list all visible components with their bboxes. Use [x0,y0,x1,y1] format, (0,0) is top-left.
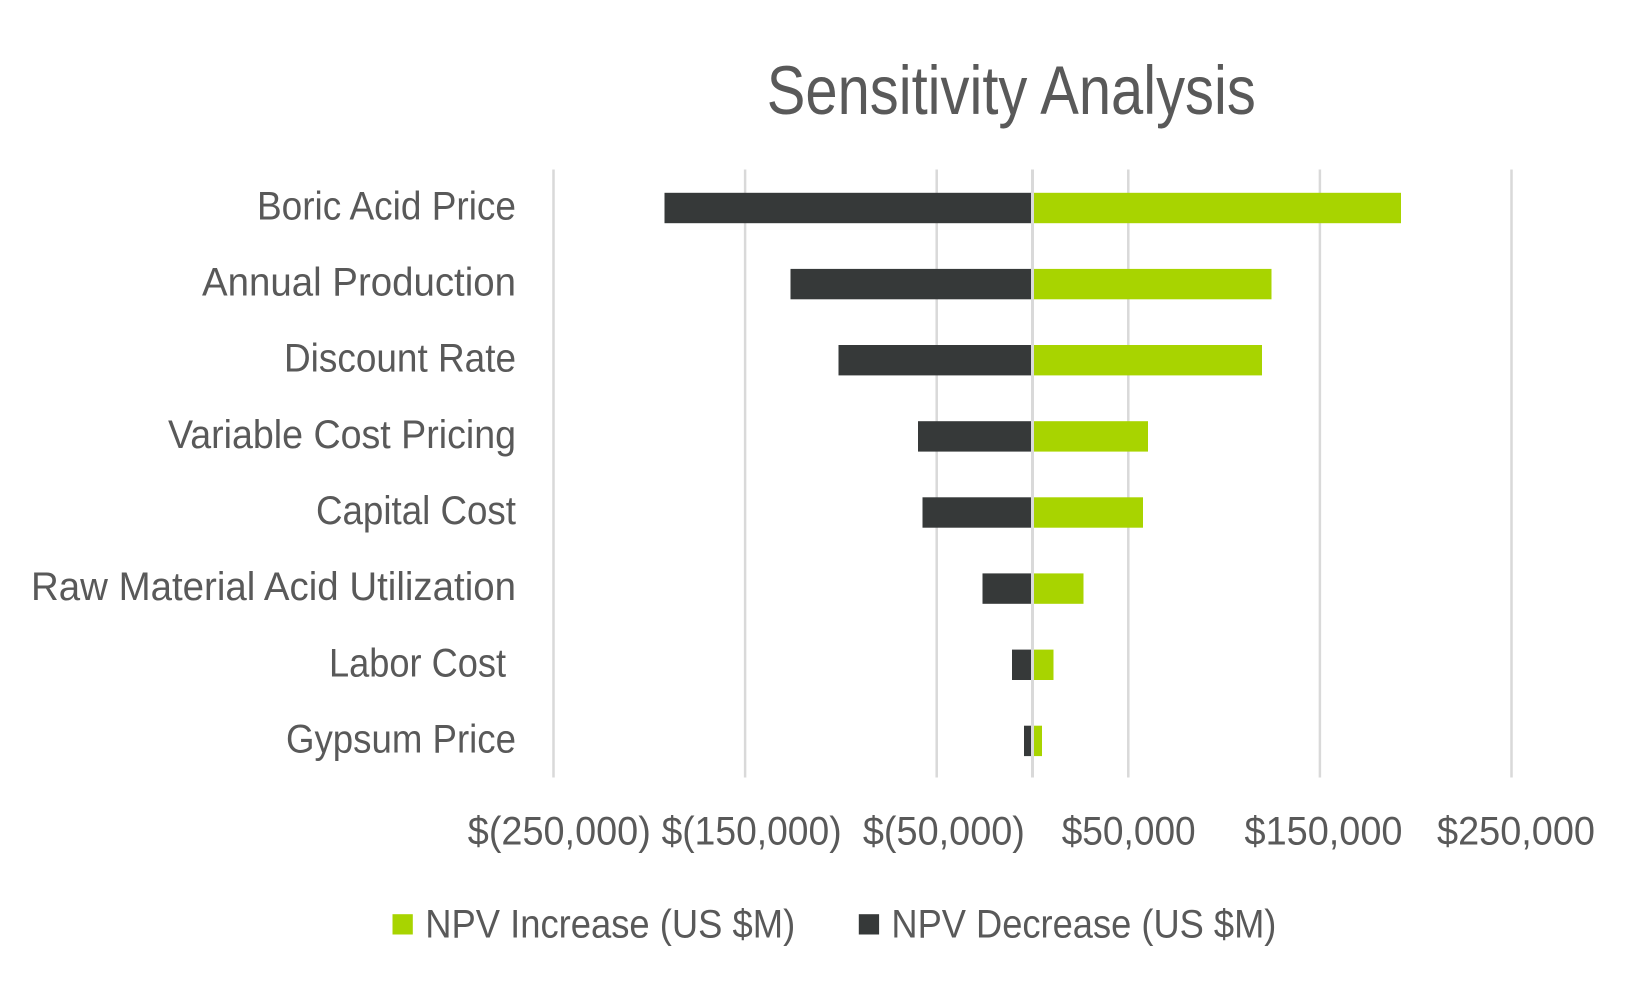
svg-text:Variable Cost Pricing: Variable Cost Pricing [168,413,516,457]
svg-text:$250,000: $250,000 [1437,810,1595,854]
svg-text:Boric Acid Price: Boric Acid Price [257,185,516,229]
svg-text:Raw Material Acid Utilization: Raw Material Acid Utilization [31,565,516,609]
svg-text:Labor Cost: Labor Cost [329,641,506,685]
svg-text:$50,000: $50,000 [1062,810,1196,854]
svg-text:Discount Rate: Discount Rate [284,337,516,381]
svg-text:NPV Increase (US $M): NPV Increase (US $M) [425,902,795,946]
svg-text:Sensitivity Analysis: Sensitivity Analysis [767,52,1256,129]
svg-text:Capital Cost: Capital Cost [316,489,516,533]
svg-text:$(150,000): $(150,000) [662,810,842,854]
svg-text:$150,000: $150,000 [1245,810,1403,854]
svg-text:NPV Decrease (US $M): NPV Decrease (US $M) [891,902,1276,946]
svg-text:Gypsum Price: Gypsum Price [286,717,516,761]
svg-text:Annual Production: Annual Production [202,261,516,305]
svg-text:$(250,000): $(250,000) [468,810,651,854]
svg-text:$(50,000): $(50,000) [863,810,1025,854]
